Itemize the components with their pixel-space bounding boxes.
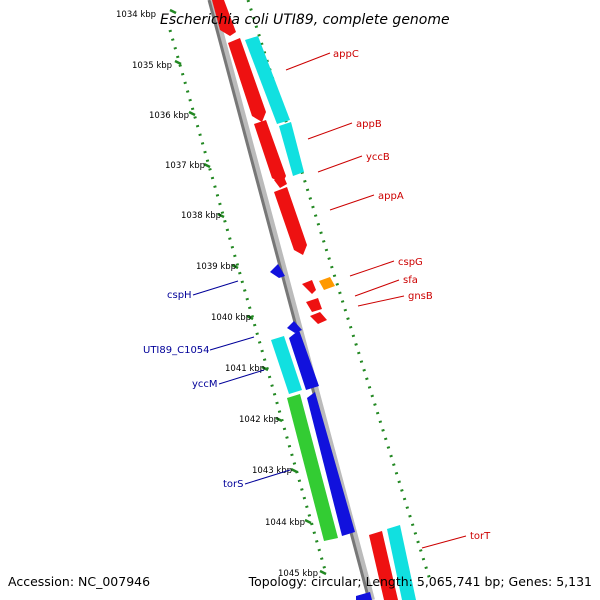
tick-mark	[261, 365, 269, 372]
inner-dotted-ruler	[168, 29, 327, 571]
ruler-ticks	[169, 8, 327, 576]
gene-yccM[interactable]	[289, 330, 319, 390]
tick-label: 1038 kbp	[181, 211, 221, 221]
gene-yccM-cds[interactable]	[271, 336, 302, 394]
gene-appC-cds[interactable]	[245, 36, 290, 124]
gene-label-gnsB[interactable]: gnsB	[408, 291, 433, 302]
label-line-appB	[307, 122, 353, 140]
tick-mark	[246, 314, 254, 321]
tick-label: 1043 kbp	[252, 466, 292, 476]
label-line-cspG	[349, 260, 395, 277]
tick-mark	[217, 212, 225, 219]
gene-appC[interactable]	[228, 38, 266, 122]
gene-cspG[interactable]	[302, 280, 316, 294]
gene-label-torT[interactable]: torT	[470, 531, 491, 542]
tick-mark	[319, 569, 327, 576]
tick-mark	[203, 162, 211, 169]
tick-mark	[188, 110, 196, 117]
label-line-gnsB	[357, 295, 405, 307]
gene-cspH[interactable]	[270, 264, 285, 278]
gene-label-sfa[interactable]: sfa	[403, 275, 418, 286]
gene-UTI89_C1054[interactable]	[287, 321, 302, 333]
gene-torT[interactable]	[369, 531, 398, 600]
tick-mark	[304, 518, 312, 525]
gene-label-cspG[interactable]: cspG	[398, 257, 423, 268]
tick-label: 1039 kbp	[196, 262, 236, 272]
label-line-torT	[421, 535, 467, 549]
tick-label: 1044 kbp	[265, 518, 305, 528]
gene-torS[interactable]	[287, 394, 338, 541]
label-line-UTI89_C1054	[209, 336, 255, 351]
accession-text: Accession: NC_007946	[8, 574, 150, 589]
gene-gnsB[interactable]	[310, 312, 327, 324]
tick-label: 1036 kbp	[149, 111, 189, 121]
gene-feature-orange[interactable]	[319, 277, 335, 290]
tick-label: 1034 kbp	[116, 10, 156, 20]
gene-appB[interactable]	[254, 120, 286, 184]
tick-label: 1041 kbp	[225, 364, 265, 374]
gene-label-yccB[interactable]: yccB	[366, 152, 390, 163]
gene-appB-cds[interactable]	[279, 122, 304, 176]
gene-label-appA[interactable]: appA	[378, 191, 404, 202]
gene-yccB[interactable]	[274, 177, 287, 188]
gene-label-torS[interactable]: torS	[223, 479, 244, 490]
label-line-appC	[285, 52, 331, 71]
gene-label-cspH[interactable]: cspH	[167, 290, 192, 301]
gene-feature-red[interactable]	[212, 0, 236, 36]
gene-sfa[interactable]	[306, 298, 322, 312]
tick-mark	[231, 263, 239, 270]
tick-label: 1040 kbp	[211, 313, 251, 323]
label-line-appA	[329, 194, 375, 211]
tick-mark	[174, 59, 182, 66]
gene-feature-blue-bottom[interactable]	[356, 592, 372, 600]
label-line-yccB	[317, 155, 363, 173]
topology-text: Topology: circular; Length: 5,065,741 bp…	[248, 574, 592, 589]
gene-label-appC[interactable]: appC	[333, 49, 359, 60]
map-title: Escherichia coli UTI89, complete genome	[160, 12, 450, 28]
tick-label: 1042 kbp	[239, 415, 279, 425]
tick-mark	[275, 416, 283, 423]
label-line-yccM	[218, 369, 265, 385]
gene-appA[interactable]	[274, 187, 307, 255]
label-line-torS	[244, 469, 291, 485]
label-line-sfa	[354, 279, 400, 297]
gene-torT-cds[interactable]	[387, 525, 416, 600]
label-line-cspH	[192, 280, 239, 296]
gene-feature-blue-long[interactable]	[307, 392, 355, 536]
gene-label-UTI89_C1054[interactable]: UTI89_C1054	[143, 345, 210, 356]
tick-mark	[290, 467, 298, 474]
gene-label-yccM[interactable]: yccM	[192, 379, 218, 390]
tick-label: 1035 kbp	[132, 61, 172, 71]
tick-label: 1045 kbp	[278, 569, 318, 579]
gene-label-appB[interactable]: appB	[356, 119, 382, 130]
ruler-tick-labels: 1034 kbp 1035 kbp 1036 kbp 1037 kbp 1038…	[116, 10, 318, 579]
tick-mark	[169, 8, 177, 15]
tick-label: 1037 kbp	[165, 161, 205, 171]
